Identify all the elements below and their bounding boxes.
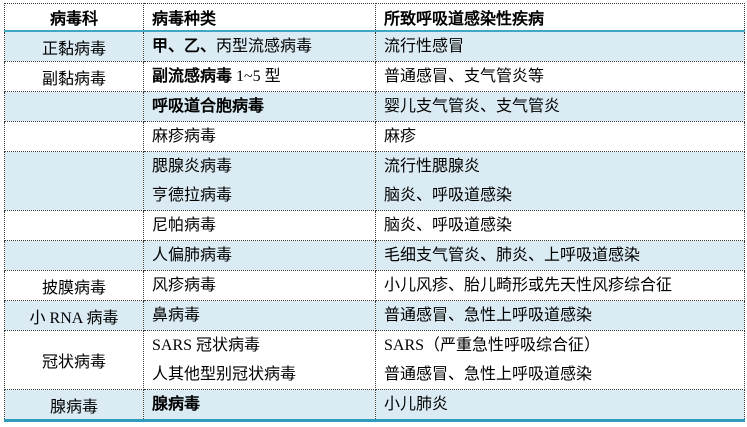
caused-diseases-cell: 小儿风疹、胎儿畸形或先天性风疹综合征 (375, 270, 745, 301)
table-row: 冠状病毒 SARS 冠状病毒 人其他型别冠状病毒 SARS（严重急性呼吸综合征） 普通感… (4, 330, 745, 390)
table-row: 呼吸道合胞病毒 婴儿支气管炎、支气管炎 (4, 91, 745, 122)
table-row: 副黏病毒 副流感病毒 1~5 型 普通感冒、支气管炎等 (4, 61, 745, 92)
virus-species-cell: 人偏肺病毒 (143, 240, 376, 271)
species-line: 甲、乙、丙型流感病毒 (152, 38, 313, 55)
disease-line: 脑炎、呼吸道感染 (384, 217, 513, 234)
disease-line: 流行性感冒 (384, 38, 465, 55)
table-row: 人偏肺病毒 毛细支气管炎、肺炎、上呼吸道感染 (4, 240, 745, 271)
species-line: 腮腺炎病毒 (152, 158, 233, 175)
virus-respiratory-disease-table: 病毒科 病毒种类 所致呼吸道感染性疾病 正黏病毒 甲、乙、丙型流感病毒 流行性感冒副… (4, 3, 745, 422)
disease-line: 普通感冒、急性上呼吸道感染 (384, 307, 593, 324)
table-row: 腮腺炎病毒 亨德拉病毒 流行性腮腺炎 脑炎、呼吸道感染 (4, 151, 745, 211)
virus-family-cell (4, 151, 144, 211)
species-line: 鼻病毒 (152, 307, 201, 324)
virus-species-cell: 副流感病毒 1~5 型 (143, 61, 376, 92)
caused-diseases-cell: 麻疹 (375, 121, 745, 152)
table-header: 病毒科 病毒种类 所致呼吸道感染性疾病 (4, 3, 745, 32)
virus-species-cell: 腺病毒 (143, 389, 376, 422)
species-line: 麻疹病毒 (152, 128, 217, 145)
virus-species-cell: 甲、乙、丙型流感病毒 (143, 30, 376, 62)
species-line: 尼帕病毒 (152, 217, 217, 234)
disease-line: 普通感冒、支气管炎等 (384, 68, 545, 85)
disease-line: SARS（严重急性呼吸综合征） (384, 337, 601, 354)
virus-family-cell: 腺病毒 (4, 389, 144, 422)
virus-family-cell: 冠状病毒 (4, 330, 144, 390)
species-line: 人偏肺病毒 (152, 247, 233, 264)
virus-species-cell: 风疹病毒 (143, 270, 376, 301)
virus-family-cell: 正黏病毒 (4, 30, 144, 62)
caused-diseases-cell: 小儿肺炎 (375, 389, 745, 422)
virus-species-cell: SARS 冠状病毒人其他型别冠状病毒 (143, 330, 376, 390)
species-line: 腺病毒 (152, 396, 201, 413)
virus-family-cell (4, 91, 144, 122)
virus-species-cell: 呼吸道合胞病毒 (143, 91, 376, 122)
species-line: 人其他型别冠状病毒 (152, 366, 297, 383)
disease-line: 婴儿支气管炎、支气管炎 (384, 98, 561, 115)
table-row: 尼帕病毒 脑炎、呼吸道感染 (4, 210, 745, 241)
table-row: 麻疹病毒 麻疹 (4, 121, 745, 152)
species-line: 副流感病毒 1~5 型 (152, 68, 281, 85)
table-row: 腺病毒 腺病毒 小儿肺炎 (4, 389, 745, 422)
virus-species-cell: 鼻病毒 (143, 300, 376, 331)
disease-line: 脑炎、呼吸道感染 (384, 187, 513, 204)
table-row: 小 RNA 病毒 鼻病毒 普通感冒、急性上呼吸道感染 (4, 300, 745, 331)
virus-species-cell: 尼帕病毒 (143, 210, 376, 241)
virus-family-cell (4, 121, 144, 152)
disease-line: 流行性腮腺炎 (384, 158, 481, 175)
virus-species-cell: 麻疹病毒 (143, 121, 376, 152)
virus-family-cell: 副黏病毒 (4, 61, 144, 92)
disease-line: 麻疹 (384, 128, 417, 145)
header-virus-species: 病毒种类 (143, 3, 376, 32)
virus-family-cell (4, 240, 144, 271)
species-line: SARS 冠状病毒 (152, 337, 261, 354)
species-line: 呼吸道合胞病毒 (152, 98, 265, 115)
virus-species-cell: 腮腺炎病毒亨德拉病毒 (143, 151, 376, 211)
header-caused-diseases: 所致呼吸道感染性疾病 (375, 3, 745, 32)
caused-diseases-cell: 普通感冒、急性上呼吸道感染 (375, 300, 745, 331)
virus-family-cell: 披膜病毒 (4, 270, 144, 301)
caused-diseases-cell: 普通感冒、支气管炎等 (375, 61, 745, 92)
caused-diseases-cell: 毛细支气管炎、肺炎、上呼吸道感染 (375, 240, 745, 271)
header-virus-family: 病毒科 (4, 3, 144, 32)
species-line: 风疹病毒 (152, 277, 217, 294)
disease-line: 小儿风疹、胎儿畸形或先天性风疹综合征 (384, 277, 673, 294)
caused-diseases-cell: 流行性感冒 (375, 30, 745, 62)
table-row: 披膜病毒 风疹病毒 小儿风疹、胎儿畸形或先天性风疹综合征 (4, 270, 745, 301)
disease-line: 毛细支气管炎、肺炎、上呼吸道感染 (384, 247, 641, 264)
species-line: 亨德拉病毒 (152, 187, 233, 204)
virus-family-cell (4, 210, 144, 241)
header-row: 病毒科 病毒种类 所致呼吸道感染性疾病 (4, 3, 745, 32)
virus-family-cell: 小 RNA 病毒 (4, 300, 144, 331)
disease-line: 普通感冒、急性上呼吸道感染 (384, 366, 593, 383)
table-row: 正黏病毒 甲、乙、丙型流感病毒 流行性感冒 (4, 30, 745, 62)
table-body: 正黏病毒 甲、乙、丙型流感病毒 流行性感冒副黏病毒 副流感病毒 1~5 型 普通感冒、支… (4, 30, 745, 422)
caused-diseases-cell: 婴儿支气管炎、支气管炎 (375, 91, 745, 122)
caused-diseases-cell: 脑炎、呼吸道感染 (375, 210, 745, 241)
caused-diseases-cell: 流行性腮腺炎脑炎、呼吸道感染 (375, 151, 745, 211)
disease-line: 小儿肺炎 (384, 396, 449, 413)
caused-diseases-cell: SARS（严重急性呼吸综合征） 普通感冒、急性上呼吸道感染 (375, 330, 745, 390)
